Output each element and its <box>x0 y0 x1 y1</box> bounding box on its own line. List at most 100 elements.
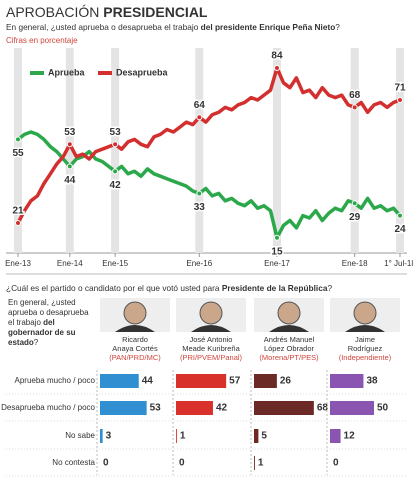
note: Cifras en porcentaje <box>6 36 78 45</box>
data-label: 55 <box>12 148 24 159</box>
point <box>66 163 73 170</box>
candidate-party: (PRI/PVEM/Panal) <box>180 353 243 362</box>
bar-value: 42 <box>216 403 228 414</box>
bar <box>100 401 147 415</box>
candidate-name: Rodríguez <box>348 344 383 353</box>
point <box>66 141 73 148</box>
photo-head <box>199 301 223 325</box>
year-band <box>396 48 404 253</box>
x-tick-label: Ene-16 <box>186 259 212 268</box>
point <box>397 97 403 104</box>
data-label: 84 <box>271 51 283 62</box>
x-tick-label: Ene-17 <box>264 259 290 268</box>
x-tick-label: Ene-14 <box>57 259 83 268</box>
bar <box>176 401 213 415</box>
legend-label: Aprueba <box>48 67 86 77</box>
section-title-part: Presidente de la República <box>222 283 328 293</box>
bar <box>176 374 227 388</box>
data-label: 53 <box>64 127 76 138</box>
year-band <box>350 48 359 253</box>
bar <box>100 429 103 443</box>
year-band <box>195 48 204 253</box>
year-band <box>111 48 120 253</box>
year-band <box>272 48 281 253</box>
year-band <box>65 48 74 253</box>
row-label: Aprueba mucho / poco <box>15 376 96 385</box>
point <box>397 212 403 219</box>
candidate-name: Jaime <box>355 335 375 344</box>
x-tick-label: Ene-18 <box>342 259 368 268</box>
photo-body <box>269 325 309 332</box>
subtitle: En general, ¿usted aprueba o desaprueba … <box>6 22 340 32</box>
candidate-name: Andrés Manuel <box>264 335 315 344</box>
candidate-party: (PAN/PRD/MC) <box>109 353 161 362</box>
bar-value: 57 <box>229 376 241 387</box>
x-tick-label: Ene-13 <box>5 259 31 268</box>
photo-head <box>353 301 377 325</box>
point <box>351 200 358 207</box>
bar-value: 0 <box>103 458 109 469</box>
line-series <box>16 130 402 240</box>
question-part: del gobernador de su estado <box>8 318 76 347</box>
photo-body <box>345 325 385 332</box>
bar-value: 3 <box>106 431 112 442</box>
point <box>112 141 119 148</box>
row-label: No sabe <box>65 431 95 440</box>
bar <box>100 374 139 388</box>
row-label: Desaprueba mucho / poco <box>1 403 95 412</box>
bar-value: 50 <box>377 403 389 414</box>
bar <box>254 429 259 443</box>
data-label: 68 <box>349 90 361 101</box>
bar <box>330 401 374 415</box>
photo-body <box>191 325 231 332</box>
year-band <box>14 48 22 253</box>
bar-value: 68 <box>317 403 329 414</box>
photo-head <box>277 301 301 325</box>
question-part: En general, ¿usted aprueba o desaprueba … <box>8 298 89 327</box>
bar <box>330 429 341 443</box>
data-label: 64 <box>194 100 206 111</box>
section-title-part: ? <box>327 283 332 293</box>
bar-value: 1 <box>180 431 186 442</box>
bar <box>254 456 255 470</box>
section-title-part: ¿Cuál es el partido o candidato por el q… <box>6 283 222 293</box>
data-label: 29 <box>349 212 361 223</box>
bar <box>254 401 314 415</box>
x-tick-label: Ene-15 <box>102 259 128 268</box>
section-title: ¿Cuál es el partido o candidato por el q… <box>6 283 332 293</box>
bar-value: 12 <box>344 431 356 442</box>
question: En general, ¿usted aprueba o desaprueba … <box>8 298 96 348</box>
bar-value: 38 <box>366 376 378 387</box>
point <box>273 65 280 72</box>
point <box>351 104 358 111</box>
legend-label: Desaprueba <box>116 67 169 77</box>
data-label: 15 <box>271 246 283 257</box>
title-part: APROBACIÓN <box>6 4 99 20</box>
bar-value: 1 <box>258 458 264 469</box>
bar-value: 0 <box>179 458 185 469</box>
data-label: 44 <box>64 175 76 186</box>
bar <box>176 429 177 443</box>
photo-body <box>115 325 155 332</box>
subtitle-part: En general, ¿usted aprueba o desaprueba … <box>6 22 201 32</box>
point <box>15 219 21 226</box>
candidate-name: Ricardo <box>122 335 148 344</box>
title: APROBACIÓN PRESIDENCIAL <box>6 4 208 20</box>
point <box>112 168 119 175</box>
row-label: No contesta <box>52 458 95 467</box>
point <box>15 136 21 143</box>
candidate-name: Anaya Cortés <box>112 344 158 353</box>
data-label: 33 <box>194 202 206 213</box>
point <box>273 234 280 241</box>
title-part: PRESIDENCIAL <box>103 4 208 20</box>
question-part: ? <box>33 338 39 347</box>
bar-value: 44 <box>142 376 154 387</box>
bar-value: 0 <box>333 458 339 469</box>
photo-head <box>123 301 147 325</box>
bar-value: 26 <box>280 376 292 387</box>
data-label: 21 <box>12 206 24 217</box>
subtitle-part: del presidente Enrique Peña Nieto <box>201 22 336 32</box>
bar-value: 5 <box>261 431 267 442</box>
line-series <box>16 66 401 224</box>
